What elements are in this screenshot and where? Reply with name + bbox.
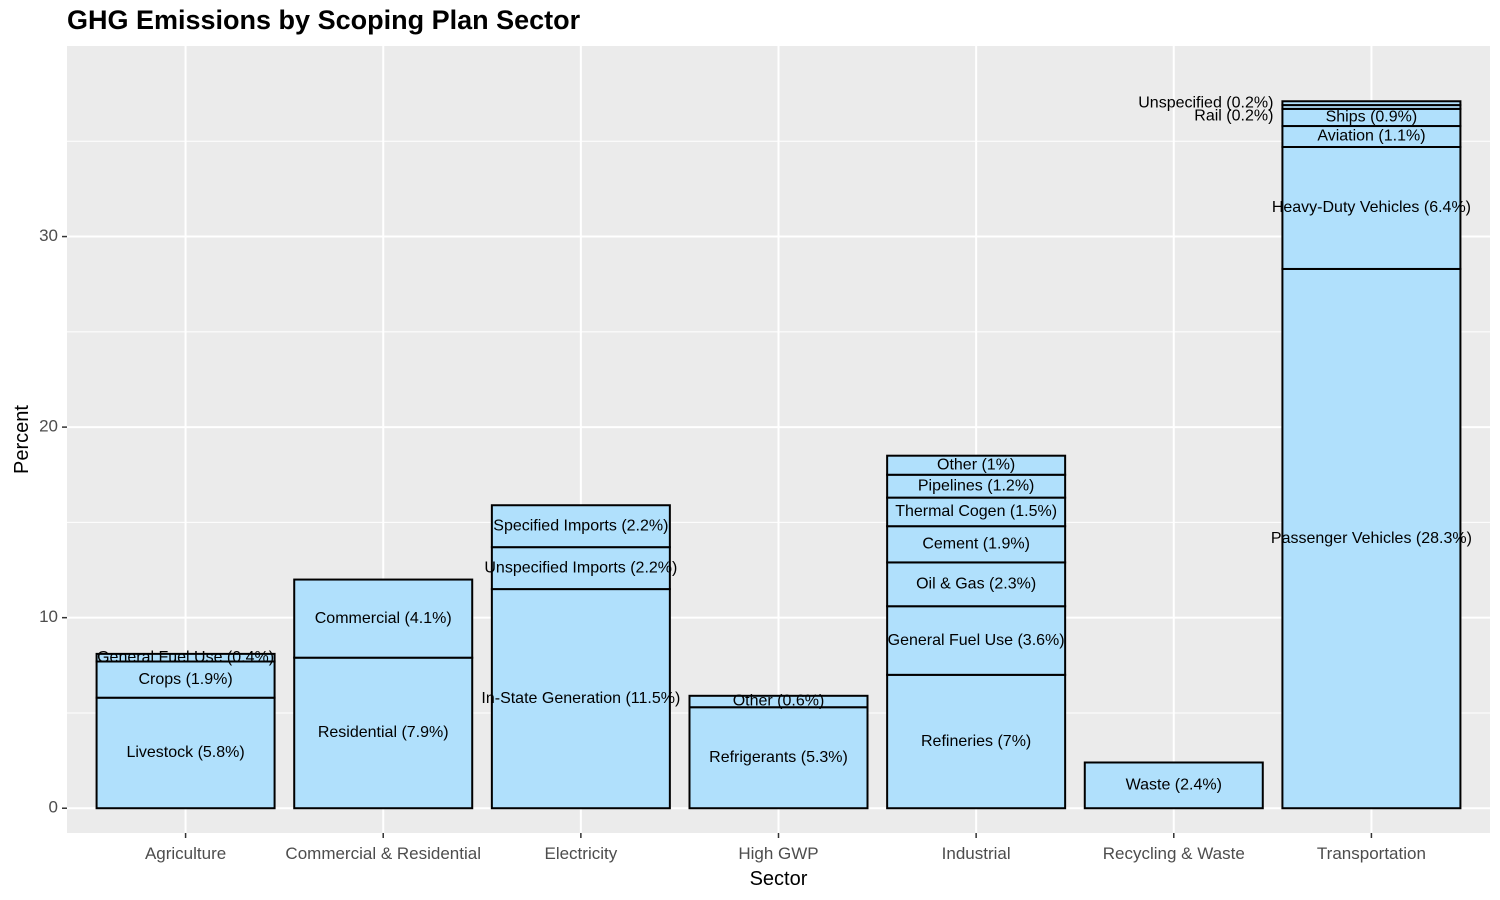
bar-segment-industrial-refineries-7 bbox=[886, 673, 1067, 810]
x-tick-label: High GWP bbox=[738, 844, 818, 863]
bar-segment-transportation-unspecified-0-2 bbox=[1281, 100, 1462, 107]
segment-label: General Fuel Use (3.6%) bbox=[888, 632, 1065, 649]
segment-label: Other (1%) bbox=[937, 456, 1015, 473]
bar-segment-electricity-in-state-generation-11-5 bbox=[490, 588, 671, 810]
x-tick-label: Agriculture bbox=[145, 844, 226, 863]
bar-segment-agriculture-crops-1-9 bbox=[95, 660, 276, 699]
segment-label: Commercial (4.1%) bbox=[315, 610, 452, 627]
bar-segment-industrial-oil-gas-2-3 bbox=[886, 561, 1067, 608]
segment-label: Ships (0.9%) bbox=[1326, 109, 1418, 126]
segment-label: Rail (0.2%) bbox=[1194, 107, 1273, 124]
segment-label: Specified Imports (2.2%) bbox=[493, 517, 668, 534]
y-tick-label: 10 bbox=[39, 607, 58, 626]
y-tick-label: 0 bbox=[49, 798, 58, 817]
bar-segment-recycling-waste-waste-2-4 bbox=[1083, 761, 1264, 810]
bar-segment-high-gwp-other-0-6 bbox=[688, 694, 869, 709]
segment-label: Passenger Vehicles (28.3%) bbox=[1271, 530, 1472, 547]
segment-label: Cement (1.9%) bbox=[922, 536, 1030, 553]
bar-segment-industrial-general-fuel-use-3-6 bbox=[886, 605, 1067, 676]
segment-label: In-State Generation (11.5%) bbox=[481, 690, 680, 707]
x-tick-label: Electricity bbox=[544, 844, 617, 863]
x-tick-label: Commercial & Residential bbox=[285, 844, 481, 863]
segment-label: Pipelines (1.2%) bbox=[918, 477, 1035, 494]
bar-segment-agriculture-livestock-5-8 bbox=[95, 696, 276, 810]
bar-segment-agriculture-general-fuel-use-0-4 bbox=[95, 652, 276, 663]
segment-labels: Livestock (5.8%) Crops (1.9%) General Fuel… bbox=[97, 94, 1472, 793]
segment-label: Refrigerants (5.3%) bbox=[709, 749, 848, 766]
bar-segment-transportation-heavy-duty-vehicles-6-4 bbox=[1281, 145, 1462, 270]
segment-label: Refineries (7%) bbox=[921, 733, 1031, 750]
segment-label: Unspecified (0.2%) bbox=[1138, 94, 1273, 111]
bar-segment-industrial-other-1 bbox=[886, 454, 1067, 476]
segment-label: Oil & Gas (2.3%) bbox=[916, 576, 1036, 593]
segment-label: Waste (2.4%) bbox=[1126, 777, 1222, 794]
y-tick-label: 30 bbox=[39, 226, 58, 245]
segment-label: Heavy-Duty Vehicles (6.4%) bbox=[1272, 199, 1471, 216]
y-axis: 0 10 20 30 bbox=[39, 226, 67, 817]
bar-segment-electricity-specified-imports-2-2 bbox=[490, 504, 671, 549]
segment-label: Crops (1.9%) bbox=[138, 671, 232, 688]
x-axis-title: Sector bbox=[750, 868, 808, 890]
segment-label: Residential (7.9%) bbox=[318, 724, 449, 741]
y-tick-label: 20 bbox=[39, 417, 58, 436]
segment-label: Aviation (1.1%) bbox=[1317, 128, 1425, 145]
bars bbox=[95, 100, 1462, 810]
bar-segment-commercial-residential-residential-7-9 bbox=[293, 656, 474, 810]
bar-segment-industrial-thermal-cogen-1-5 bbox=[886, 496, 1067, 528]
x-tick-label: Recycling & Waste bbox=[1103, 844, 1245, 863]
segment-label: Thermal Cogen (1.5%) bbox=[895, 503, 1057, 520]
bar-segment-industrial-cement-1-9 bbox=[886, 525, 1067, 564]
x-tick-label: Industrial bbox=[942, 844, 1011, 863]
segment-label: Other (0.6%) bbox=[733, 693, 825, 710]
bar-segment-electricity-unspecified-imports-2-2 bbox=[490, 546, 671, 591]
segment-label: Unspecified Imports (2.2%) bbox=[484, 559, 677, 576]
bar-segment-commercial-residential-commercial-4-1 bbox=[293, 578, 474, 659]
x-axis: Agriculture Commercial & Residential Elect… bbox=[145, 833, 1426, 863]
x-tick-label: Transportation bbox=[1317, 844, 1426, 863]
bar-segment-high-gwp-refrigerants-5-3 bbox=[688, 706, 869, 810]
segment-label: Livestock (5.8%) bbox=[126, 744, 244, 761]
y-axis-title: Percent bbox=[11, 405, 33, 474]
segment-label: General Fuel Use (0.4%) bbox=[97, 649, 274, 666]
chart-title: GHG Emissions by Scoping Plan Sector bbox=[67, 5, 581, 35]
